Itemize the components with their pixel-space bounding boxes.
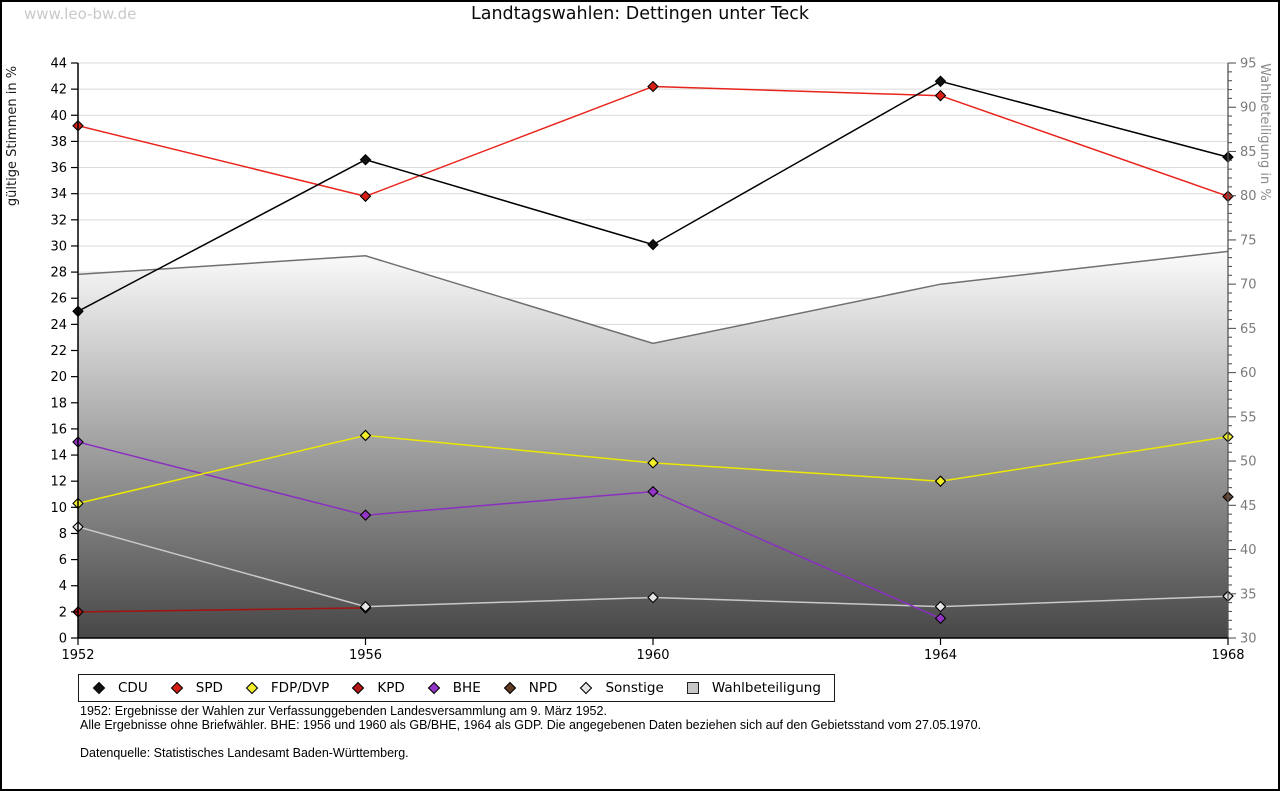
svg-text:8: 8 <box>59 527 67 542</box>
left-axis: 0246810121416182022242628303234363840424… <box>50 57 78 647</box>
svg-text:2: 2 <box>59 605 67 620</box>
svg-text:70: 70 <box>1240 278 1257 293</box>
legend-marker-kpd <box>352 681 365 695</box>
svg-text:30: 30 <box>1240 632 1257 647</box>
svg-text:14: 14 <box>50 449 67 464</box>
footer-note-line2: Alle Ergebnisse ohne Briefwähler. BHE: 1… <box>80 717 982 732</box>
legend-label-kpd: KPD <box>377 680 405 696</box>
svg-text:1968: 1968 <box>1211 648 1244 663</box>
legend-item-wahlbeteiligung: Wahlbeteiligung <box>686 680 821 696</box>
svg-text:32: 32 <box>50 213 67 228</box>
svg-text:24: 24 <box>50 318 67 333</box>
right-axis: 30 35 40 45 50 55 60 65 70 75 80 85 90 95 <box>1228 57 1257 647</box>
legend-label-sonstige: Sonstige <box>605 680 664 696</box>
legend-label-wahlbeteiligung: Wahlbeteiligung <box>711 680 821 696</box>
svg-text:28: 28 <box>50 266 67 281</box>
legend-marker-wahlbeteiligung <box>686 682 699 694</box>
watermark: www.leo-bw.de <box>24 5 137 23</box>
right-axis-title: Wahlbeteiligung in % <box>1257 63 1272 200</box>
chart-legend: CDU SPD FDP/DVP KPD BHE NPD Sonstige Wahlbeteil… <box>78 674 835 702</box>
svg-text:4: 4 <box>59 579 67 594</box>
svg-text:40: 40 <box>1240 543 1257 558</box>
svg-text:0: 0 <box>59 632 67 647</box>
legend-label-spd: SPD <box>195 680 223 696</box>
legend-item-cdu: CDU <box>92 680 148 696</box>
svg-text:44: 44 <box>50 57 67 72</box>
legend-item-kpd: KPD <box>351 680 405 696</box>
svg-text:38: 38 <box>50 135 67 150</box>
legend-label-bhe: BHE <box>452 680 481 696</box>
svg-text:1964: 1964 <box>924 648 957 663</box>
x-axis: 1952 1956 1960 1964 1968 <box>61 638 1245 663</box>
legend-marker-sonstige <box>580 681 593 695</box>
legend-item-sonstige: Sonstige <box>579 680 664 696</box>
svg-text:20: 20 <box>50 370 67 385</box>
svg-text:95: 95 <box>1240 57 1257 72</box>
svg-text:55: 55 <box>1240 410 1257 425</box>
left-axis-title: gültige Stimmen in % <box>5 66 20 206</box>
svg-text:10: 10 <box>50 501 67 516</box>
svg-text:26: 26 <box>50 292 67 307</box>
footer-notes: 1952: Ergebnisse der Wahlen zur Verfassu… <box>80 704 982 761</box>
svg-text:1960: 1960 <box>636 648 669 663</box>
legend-item-spd: SPD <box>170 680 223 696</box>
svg-text:50: 50 <box>1240 455 1257 470</box>
svg-text:16: 16 <box>50 422 67 437</box>
data-source: Datenquelle: Statistisches Landesamt Bad… <box>80 746 409 760</box>
page-title: Landtagswahlen: Dettingen unter Teck <box>470 4 810 24</box>
svg-text:34: 34 <box>50 187 67 202</box>
legend-item-fdp-dvp: FDP/DVP <box>245 680 329 696</box>
svg-text:40: 40 <box>50 109 67 124</box>
svg-text:35: 35 <box>1240 587 1257 602</box>
series-line-kpd <box>77 607 366 613</box>
svg-text:85: 85 <box>1240 145 1257 160</box>
svg-text:45: 45 <box>1240 499 1257 514</box>
legend-marker-fdp-dvp <box>245 681 259 695</box>
svg-text:36: 36 <box>50 161 67 176</box>
svg-text:1956: 1956 <box>349 648 382 663</box>
svg-text:75: 75 <box>1240 233 1257 248</box>
svg-text:18: 18 <box>50 396 67 411</box>
svg-text:65: 65 <box>1240 322 1257 337</box>
turnout-area <box>77 250 1229 638</box>
svg-text:30: 30 <box>50 239 67 254</box>
legend-label-fdp-dvp: FDP/DVP <box>270 680 330 696</box>
footer-note-line1: 1952: Ergebnisse der Wahlen zur Verfassu… <box>80 704 607 718</box>
svg-text:6: 6 <box>59 553 67 568</box>
legend-item-npd: NPD <box>503 680 558 696</box>
svg-text:1952: 1952 <box>61 648 94 663</box>
svg-text:80: 80 <box>1240 189 1257 204</box>
legend-marker-spd <box>170 681 184 695</box>
svg-text:90: 90 <box>1240 101 1257 116</box>
svg-text:60: 60 <box>1240 366 1257 381</box>
series-markers-sonstige <box>72 521 1234 613</box>
legend-marker-cdu <box>92 681 106 695</box>
legend-marker-bhe <box>427 681 441 695</box>
series-line-bhe <box>77 441 941 620</box>
svg-text:42: 42 <box>50 83 67 98</box>
legend-label-cdu: CDU <box>118 680 148 696</box>
legend-marker-npd <box>503 681 517 695</box>
legend-label-npd: NPD <box>528 680 558 696</box>
svg-text:12: 12 <box>50 475 67 490</box>
legend-item-bhe: BHE <box>427 680 481 696</box>
svg-text:22: 22 <box>50 344 67 359</box>
